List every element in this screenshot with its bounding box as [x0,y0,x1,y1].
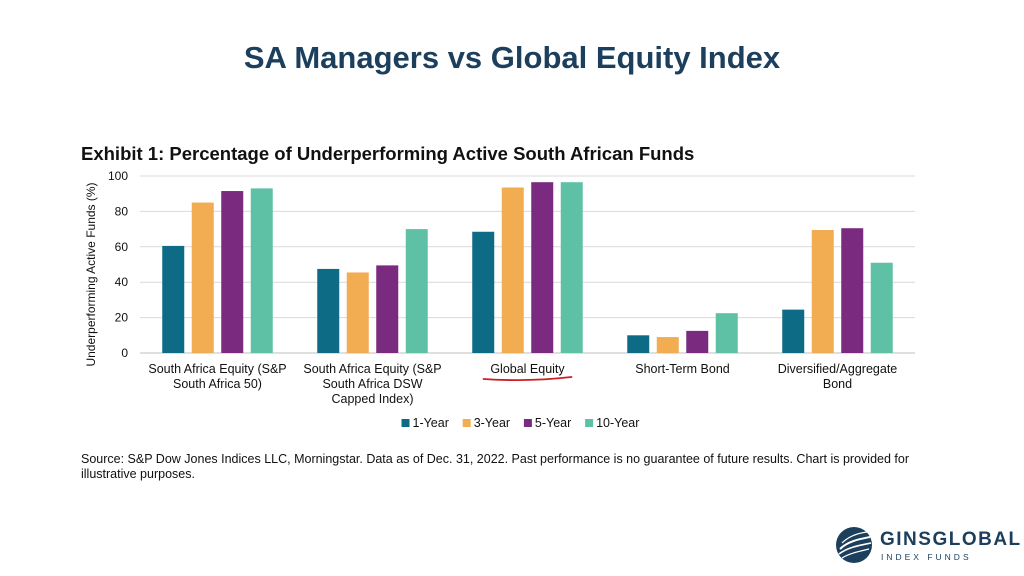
bar [560,182,583,353]
bar [656,337,679,353]
y-tick-label: 0 [121,346,128,360]
y-tick-label: 40 [115,275,129,289]
legend-swatch [462,419,471,427]
legend-swatch [401,419,410,427]
x-tick-label: South Africa 50) [173,377,262,391]
bar [191,202,214,353]
highlight-underline [482,376,573,382]
bar [317,268,340,353]
legend-swatch [523,419,532,427]
legend-swatch [585,419,594,427]
bar [715,313,738,353]
x-tick-label: South Africa Equity (S&P [148,362,286,376]
bar [870,262,893,353]
x-tick-label: Capped Index) [331,392,413,406]
x-tick-label: Diversified/Aggregate [778,362,898,376]
ginsglobal-logo: GINSGLOBAL INDEX FUNDS [834,525,1020,569]
bar [501,187,524,353]
bar [376,265,399,353]
y-tick-label: 60 [115,240,129,254]
bar [405,229,428,353]
bar-chart: 0 20 40 60 80 100 Underperforming Active Funds… [84,169,915,430]
legend-label: 1-Year [413,416,449,430]
bar [811,229,834,353]
bar [531,182,554,353]
slide-title: SA Managers vs Global Equity Index [243,40,781,75]
x-tick-label: Bond [823,377,852,391]
y-axis-label: Underperforming Active Funds (%) [84,182,98,366]
y-tick-label: 100 [108,169,128,183]
bar [162,245,185,353]
x-tick-label: South Africa DSW [322,377,422,391]
bar [627,335,650,353]
bar [686,330,709,353]
source-note: Source: S&P Dow Jones Indices LLC, Morni… [81,452,909,481]
x-tick-label: South Africa Equity (S&P [303,362,441,376]
bar [782,309,805,353]
x-tick-label: Global Equity [490,362,565,376]
bar [841,228,864,353]
bar [221,191,244,353]
legend-label: 10-Year [596,416,639,430]
bar [346,272,369,353]
bar [250,188,273,353]
y-tick-label: 20 [115,311,129,325]
y-tick-label: 80 [115,204,129,218]
logo-name: GINSGLOBAL [880,529,1022,550]
bar [472,231,495,353]
legend-label: 3-Year [474,416,510,430]
chart-title: Exhibit 1: Percentage of Underperforming… [81,143,695,164]
globe-icon [836,527,872,563]
legend-label: 5-Year [535,416,571,430]
x-tick-label: Short-Term Bond [635,362,730,376]
logo-subtitle: INDEX FUNDS [881,552,972,562]
